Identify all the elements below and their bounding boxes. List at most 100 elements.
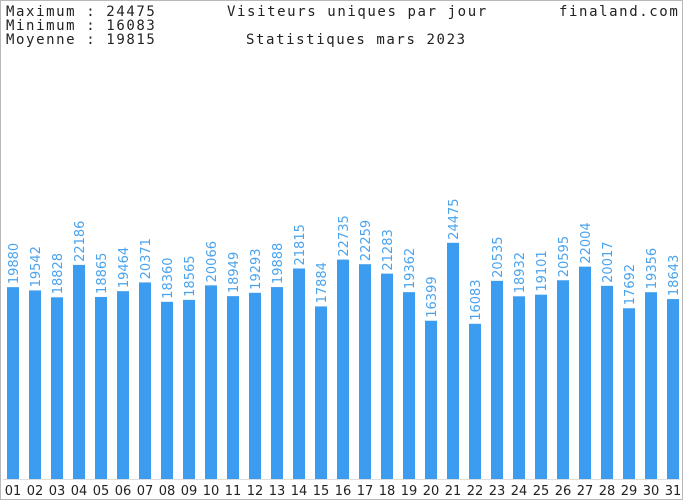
avg-stat: Moyenne : 19815 <box>6 33 156 47</box>
x-tick-15: 15 <box>313 484 330 499</box>
bar-26 <box>557 280 569 479</box>
value-label-30: 19356 <box>645 248 660 289</box>
bar-24 <box>513 296 525 479</box>
x-tick-20: 20 <box>423 484 440 499</box>
bar-06 <box>117 291 129 479</box>
bar-28 <box>601 285 613 479</box>
value-label-19: 19362 <box>403 248 418 289</box>
max-value: 24475 <box>106 4 157 20</box>
value-label-11: 18949 <box>227 252 242 293</box>
min-value: 16083 <box>106 18 157 34</box>
bar-29 <box>623 308 635 479</box>
x-tick-22: 22 <box>467 484 484 499</box>
value-label-01: 19880 <box>7 243 22 284</box>
x-tick-29: 29 <box>621 484 638 499</box>
value-label-26: 20595 <box>557 236 572 277</box>
value-label-22: 16083 <box>469 279 484 320</box>
max-label: Maximum <box>6 4 77 20</box>
bar-22 <box>469 323 481 479</box>
bar-23 <box>491 280 503 479</box>
avg-label: Moyenne <box>6 32 77 48</box>
chart-subtitle: Statistiques mars 2023 <box>246 32 467 48</box>
x-tick-01: 01 <box>5 484 22 499</box>
value-label-31: 18643 <box>667 255 682 296</box>
bar-11 <box>227 296 239 479</box>
min-label: Minimum <box>6 18 77 34</box>
bar-10 <box>205 285 217 479</box>
x-tick-30: 30 <box>643 484 660 499</box>
value-label-28: 20017 <box>601 241 616 282</box>
bar-30 <box>645 292 657 479</box>
value-label-06: 19464 <box>117 247 132 288</box>
x-tick-25: 25 <box>533 484 550 499</box>
value-label-29: 17692 <box>623 264 638 305</box>
max-stat: Maximum : 24475 <box>6 5 156 19</box>
x-tick-26: 26 <box>555 484 572 499</box>
chart-title: Visiteurs uniques par jour <box>227 4 488 20</box>
value-label-12: 19293 <box>249 248 264 289</box>
x-tick-28: 28 <box>599 484 616 499</box>
value-label-16: 22735 <box>337 215 352 256</box>
avg-value: 19815 <box>106 32 157 48</box>
value-label-17: 22259 <box>359 220 374 261</box>
bar-16 <box>337 259 349 479</box>
x-tick-13: 13 <box>269 484 286 499</box>
x-tick-31: 31 <box>665 484 682 499</box>
x-tick-06: 06 <box>115 484 132 499</box>
value-label-24: 18932 <box>513 252 528 293</box>
bar-18 <box>381 273 393 479</box>
x-tick-04: 04 <box>71 484 88 499</box>
bar-01 <box>7 287 19 479</box>
x-tick-12: 12 <box>247 484 264 499</box>
x-tick-09: 09 <box>181 484 198 499</box>
value-label-14: 21815 <box>293 224 308 265</box>
bar-31 <box>667 299 679 479</box>
value-label-25: 19101 <box>535 250 550 291</box>
min-sep: : <box>86 18 97 34</box>
x-tick-23: 23 <box>489 484 506 499</box>
bar-08 <box>161 301 173 479</box>
x-tick-14: 14 <box>291 484 308 499</box>
x-tick-02: 02 <box>27 484 44 499</box>
bar-20 <box>425 320 437 479</box>
x-tick-21: 21 <box>445 484 462 499</box>
bar-13 <box>271 287 283 479</box>
value-label-03: 18828 <box>51 253 66 294</box>
value-label-10: 20066 <box>205 241 220 282</box>
value-label-18: 21283 <box>381 229 396 270</box>
bar-17 <box>359 264 371 479</box>
value-label-20: 16399 <box>425 276 440 317</box>
bar-27 <box>579 266 591 479</box>
min-stat: Minimum : 16083 <box>6 19 156 33</box>
x-tick-19: 19 <box>401 484 418 499</box>
value-label-21: 24475 <box>447 198 462 239</box>
bar-14 <box>293 268 305 479</box>
x-tick-17: 17 <box>357 484 374 499</box>
site-name: finaland.com <box>559 4 680 20</box>
bar-19 <box>403 292 415 479</box>
value-label-02: 19542 <box>29 246 44 287</box>
bar-09 <box>183 299 195 479</box>
bar-05 <box>95 296 107 479</box>
x-tick-18: 18 <box>379 484 396 499</box>
value-label-27: 22004 <box>579 222 594 263</box>
value-label-05: 18865 <box>95 253 110 294</box>
x-tick-10: 10 <box>203 484 220 499</box>
bar-12 <box>249 292 261 479</box>
x-tick-24: 24 <box>511 484 528 499</box>
x-tick-03: 03 <box>49 484 66 499</box>
bar-07 <box>139 282 151 479</box>
value-label-23: 20535 <box>491 236 506 277</box>
max-sep: : <box>86 4 97 20</box>
value-label-04: 22186 <box>73 221 88 262</box>
x-tick-05: 05 <box>93 484 110 499</box>
bar-21 <box>447 242 459 479</box>
value-label-15: 17884 <box>315 262 330 303</box>
bar-04 <box>73 264 85 479</box>
avg-sep: : <box>86 32 97 48</box>
bar-25 <box>535 294 547 479</box>
bar-03 <box>51 297 63 479</box>
x-tick-27: 27 <box>577 484 594 499</box>
